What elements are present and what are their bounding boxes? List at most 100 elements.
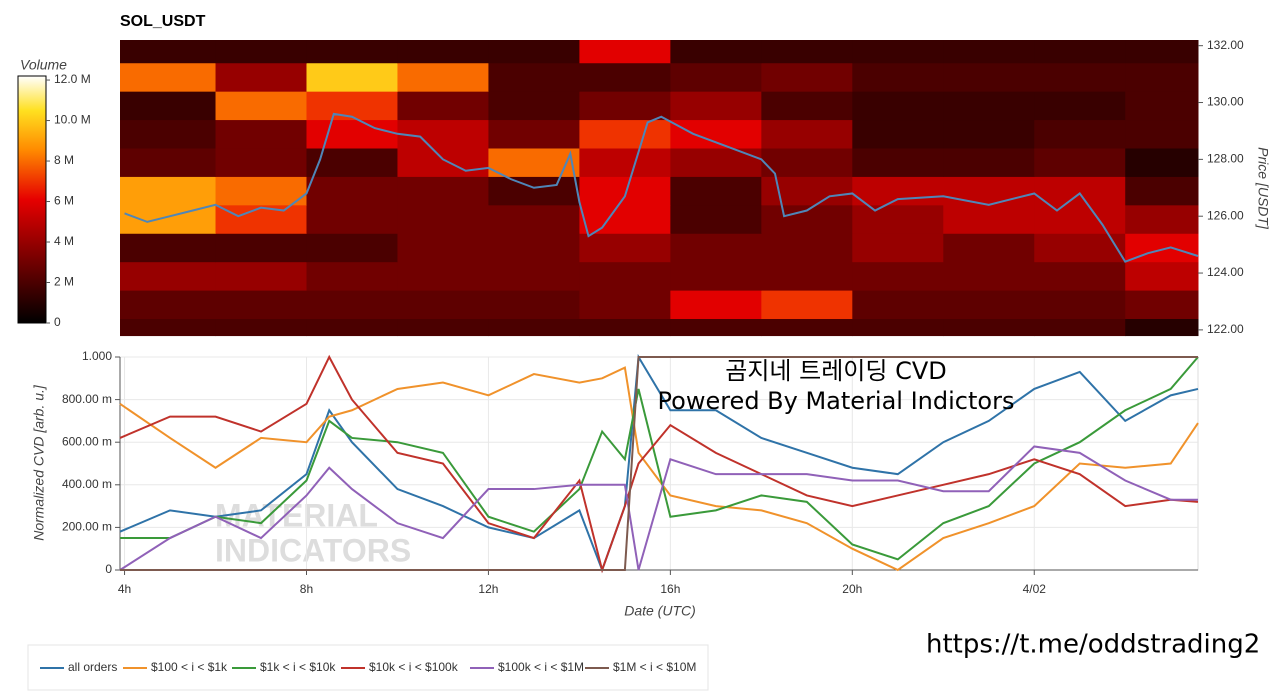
heatmap-cell: [943, 261, 1035, 291]
colorbar-tick-label: 10.0 M: [54, 113, 91, 127]
heatmap-cell: [120, 233, 217, 263]
heatmap-cell: [1034, 119, 1126, 149]
heatmap-cell: [670, 62, 762, 92]
heatmap-cell: [852, 204, 944, 234]
heatmap-cell: [670, 318, 762, 337]
heatmap-cell: [852, 290, 944, 320]
heatmap-cell: [488, 62, 580, 92]
y2-tick-label: 124.00: [1207, 265, 1244, 279]
annotation: Powered By Material Indictors: [658, 387, 1015, 415]
legend-label: all orders: [68, 660, 117, 674]
series-line: [119, 354, 1199, 574]
y-tick-label: 200.00 m: [62, 520, 112, 534]
heatmap-cell: [397, 261, 489, 291]
x-axis-label: Date (UTC): [624, 603, 696, 619]
heatmap-cell: [488, 40, 580, 64]
heatmap-cell: [1034, 261, 1126, 291]
heatmap-cell: [670, 119, 762, 149]
heatmap-cell: [761, 40, 853, 64]
heatmap-cell: [1125, 62, 1199, 92]
heatmap-cell: [215, 147, 307, 177]
heatmap-cell: [397, 40, 489, 64]
heatmap-cell: [397, 62, 489, 92]
heatmap-cell: [120, 261, 217, 291]
heatmap-cell: [579, 62, 671, 92]
heatmap-cell: [1034, 290, 1126, 320]
y2-tick-label: 128.00: [1207, 152, 1244, 166]
series-line: [120, 356, 1198, 571]
heatmap-cell: [943, 40, 1035, 64]
heatmap-cell: [1034, 147, 1126, 177]
x-tick-label: 16h: [660, 582, 680, 596]
y2-tick-label: 132.00: [1207, 38, 1244, 52]
y-axis-label: Normalized CVD [arb. u.]: [31, 384, 47, 541]
heatmap-cell: [761, 290, 853, 320]
heatmap-cell: [579, 204, 671, 234]
heatmap-cell: [852, 40, 944, 64]
heatmap-cell: [306, 147, 398, 177]
heatmap-cell: [306, 91, 398, 121]
heatmap-cell: [943, 233, 1035, 263]
heatmap-cell: [761, 318, 853, 337]
heatmap-cell: [1125, 318, 1199, 337]
colorbar-tick-label: 12.0 M: [54, 72, 91, 86]
y2-tick-label: 122.00: [1207, 322, 1244, 336]
heatmap-cell: [306, 290, 398, 320]
heatmap-cell: [215, 62, 307, 92]
heatmap-cell: [1034, 91, 1126, 121]
heatmap-cell: [579, 119, 671, 149]
heatmap-cell: [215, 290, 307, 320]
y2-axis-label: Price [USDT]: [1255, 147, 1271, 230]
heatmap-cell: [488, 290, 580, 320]
heatmap-cell: [670, 91, 762, 121]
colorbar: [17, 75, 47, 324]
heatmap-cell: [761, 119, 853, 149]
heatmap-cell: [488, 176, 580, 206]
heatmap-cell: [1125, 290, 1199, 320]
heatmap-cell: [670, 204, 762, 234]
heatmap-cell: [397, 204, 489, 234]
heatmap-cell: [488, 91, 580, 121]
heatmap-cell: [670, 176, 762, 206]
legend-label: $100k < i < $1M: [498, 660, 584, 674]
heatmap-cell: [120, 62, 217, 92]
heatmap-cell: [670, 290, 762, 320]
heatmap-cell: [120, 290, 217, 320]
x-tick-label: 4/02: [1023, 582, 1047, 596]
heatmap-cell: [306, 40, 398, 64]
heatmap-cell: [120, 176, 217, 206]
heatmap-cell: [306, 176, 398, 206]
heatmap-cell: [120, 119, 217, 149]
heatmap-cell: [579, 233, 671, 263]
heatmap-cell: [1034, 204, 1126, 234]
heatmap-cell: [120, 91, 217, 121]
colorbar-tick-label: 8 M: [54, 153, 74, 167]
colorbar-tick-label: 6 M: [54, 194, 74, 208]
series-line: [119, 353, 1199, 573]
heatmap-cell: [488, 204, 580, 234]
heatmap-cell: [215, 176, 307, 206]
y-tick-label: 400.00 m: [62, 477, 112, 491]
heatmap-cell: [488, 233, 580, 263]
footer-url: https://t.me/oddstrading2: [926, 630, 1260, 660]
heatmap-cell: [1125, 261, 1199, 291]
heatmap-cell: [670, 147, 762, 177]
heatmap-cell: [579, 147, 671, 177]
heatmap-cell: [306, 119, 398, 149]
heatmap-cell: [1125, 119, 1199, 149]
heatmap-cell: [215, 318, 307, 337]
x-tick-label: 8h: [300, 582, 313, 596]
heatmap-cell: [1125, 147, 1199, 177]
heatmap-cell: [397, 318, 489, 337]
series-line: [119, 445, 1198, 571]
heatmap-cell: [579, 290, 671, 320]
heatmap-cell: [215, 91, 307, 121]
heatmap-cell: [215, 40, 307, 64]
heatmap-cell: [397, 233, 489, 263]
heatmap-cell: [1034, 318, 1126, 337]
heatmap-cell: [852, 233, 944, 263]
annotation: 곰지네 트레이딩 CVD: [725, 357, 946, 385]
heatmap-cell: [761, 91, 853, 121]
legend-label: $10k < i < $100k: [369, 660, 459, 674]
y-tick-label: 600.00 m: [62, 434, 112, 448]
